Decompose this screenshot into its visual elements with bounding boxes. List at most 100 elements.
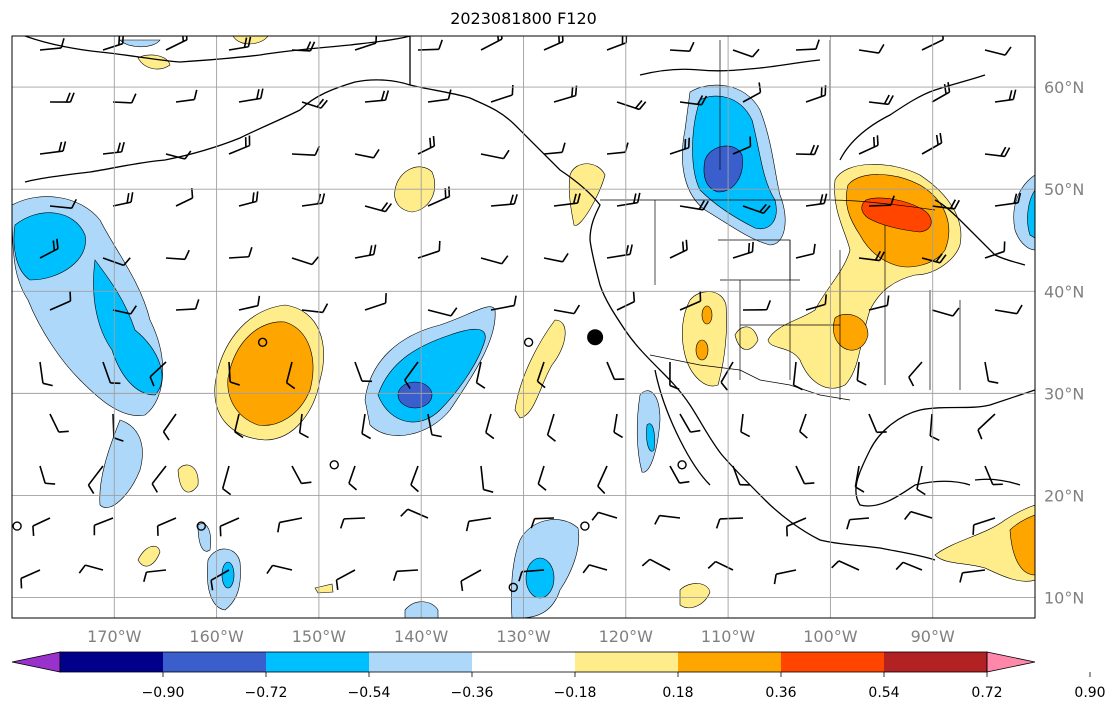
wind-barb xyxy=(228,36,252,51)
wind-barb xyxy=(102,36,124,51)
wind-barb xyxy=(641,558,671,571)
baja-california xyxy=(654,369,711,486)
wind-barb xyxy=(654,514,681,525)
wind-barb xyxy=(669,361,680,390)
wind-barb xyxy=(994,192,1022,207)
latitude-tick-label: 20°N xyxy=(1044,486,1084,505)
longitude-tick-label: 160°W xyxy=(189,627,244,646)
gridline-layer xyxy=(12,36,1035,618)
wind-barb xyxy=(87,465,104,495)
negative-anomaly-region xyxy=(397,381,433,409)
wind-barb xyxy=(49,92,75,103)
wind-barb xyxy=(175,299,200,311)
wind-barb xyxy=(39,141,67,155)
wind-barb xyxy=(679,95,708,106)
colorbar-extend-low xyxy=(11,651,61,673)
colorbar-tick-label: 0.36 xyxy=(765,685,796,701)
wind-barb xyxy=(984,361,999,384)
colorbar-tick-label: 0.18 xyxy=(662,685,693,701)
wind-barb xyxy=(536,361,546,389)
colorbar-tick-labels: −0.90 −0.72 −0.54 −0.36 −0.18 0.18 0.36 0.54 0.7… xyxy=(142,672,1105,701)
wind-barb xyxy=(485,413,495,440)
wind-barb xyxy=(364,202,393,213)
wind-barb xyxy=(732,465,750,486)
wind-barb xyxy=(291,256,320,266)
longitude-tick-labels: 170°W 160°W 150°W 140°W 130°W 120°W 110°W 100°W… xyxy=(87,627,955,646)
wind-barb xyxy=(361,413,372,440)
latitude-tick-label: 30°N xyxy=(1044,384,1084,403)
wind-barb xyxy=(291,41,316,52)
wind-barb xyxy=(165,36,188,51)
wind-barb xyxy=(301,98,328,109)
wind-barb xyxy=(32,517,51,537)
wind-barb xyxy=(543,142,566,155)
wind-barb xyxy=(679,291,702,311)
us-canada-border xyxy=(600,199,936,211)
latitude-tick-labels: 60°N 50°N 40°N 30°N 20°N 10°N xyxy=(1044,78,1084,608)
wind-barb xyxy=(238,191,259,207)
wind-barb xyxy=(785,517,807,537)
wind-barb xyxy=(616,192,641,207)
wind-barb xyxy=(298,413,309,439)
wind-barb xyxy=(679,413,701,433)
wind-barb xyxy=(742,300,772,311)
wind-barb xyxy=(162,413,177,441)
wind-barb xyxy=(799,413,808,439)
wind-barb xyxy=(977,413,996,440)
wind-barb xyxy=(984,241,1006,259)
wind-barb xyxy=(868,94,894,106)
alaska-coastline xyxy=(409,36,601,241)
positive-anomaly-region xyxy=(679,583,711,609)
longitude-tick-label: 90°W xyxy=(911,627,955,646)
wind-barb xyxy=(546,413,556,442)
wind-barb xyxy=(175,89,198,103)
wind-barb xyxy=(143,569,167,582)
wind-barb xyxy=(285,361,296,390)
wind-barb xyxy=(669,465,690,484)
wind-barb xyxy=(720,361,734,391)
wind-barb xyxy=(465,517,492,532)
wind-barb xyxy=(543,36,564,51)
wind-barb xyxy=(354,244,377,259)
wind-barb xyxy=(175,187,194,207)
colorbar-segment xyxy=(678,652,782,672)
great-lakes xyxy=(934,199,1026,266)
wind-barb xyxy=(480,36,503,51)
wind-barb xyxy=(903,510,933,520)
wind-barb xyxy=(613,413,624,439)
wind-barb xyxy=(266,564,293,575)
wind-barb xyxy=(102,361,121,385)
latitude-tick-label: 50°N xyxy=(1044,180,1084,199)
canada-coast xyxy=(639,59,821,76)
map-frame xyxy=(11,35,1036,619)
alaska-peninsula xyxy=(24,79,411,183)
wind-barb xyxy=(427,413,442,438)
wind-barb xyxy=(219,517,240,537)
wind-barb xyxy=(792,361,803,391)
colorbar-tick-label: 0.72 xyxy=(971,685,1002,701)
wind-barb xyxy=(480,149,510,160)
calm-wind-circle xyxy=(329,460,339,470)
wind-barb xyxy=(597,465,608,494)
wind-barb xyxy=(679,200,709,211)
wind-barb xyxy=(93,517,114,536)
wind-barb xyxy=(972,517,996,535)
negative-anomaly-region xyxy=(703,145,743,193)
wind-barb xyxy=(78,564,104,574)
wind-barb xyxy=(238,295,261,311)
wind-barb xyxy=(994,89,1017,103)
coastline-layer xyxy=(24,36,1035,561)
longitude-tick-label: 110°W xyxy=(701,627,756,646)
map-title: 2023081800 F120 xyxy=(450,9,597,28)
caribbean xyxy=(974,478,1021,486)
wind-barb xyxy=(868,413,887,434)
calm-wind-circle xyxy=(580,521,590,531)
wind-barb xyxy=(480,255,509,265)
colorbar-tick-label: −0.18 xyxy=(554,685,597,701)
wind-barb xyxy=(616,99,647,111)
wind-barb xyxy=(228,361,240,386)
wind-barb xyxy=(805,294,827,311)
wind-barb xyxy=(165,249,190,261)
calm-wind-circle xyxy=(12,521,22,531)
wind-barb xyxy=(427,89,452,103)
